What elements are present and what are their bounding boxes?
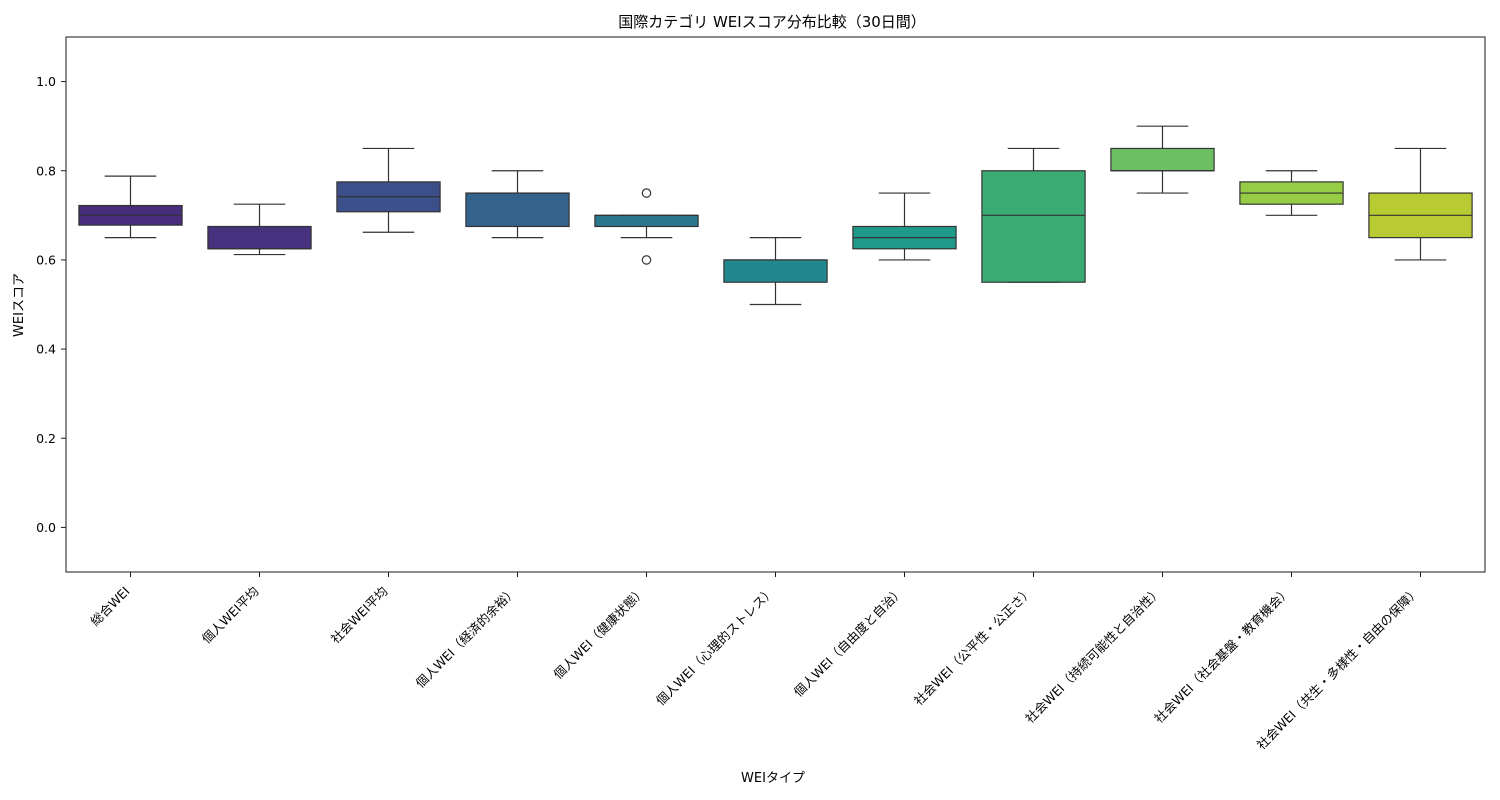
box-iqr <box>981 170 1086 283</box>
x-tick-label: 総合WEI <box>87 584 132 629</box>
x-tick-label: 個人WEI平均 <box>199 584 262 647</box>
x-tick-label: 社会WEI平均 <box>328 584 391 647</box>
box-group <box>1110 125 1215 194</box>
x-axis-label: WEIタイプ <box>741 771 805 786</box>
y-tick-label: 0.6 <box>36 252 56 267</box>
outlier-point <box>641 255 652 265</box>
box-iqr <box>465 192 570 228</box>
box-group <box>852 192 957 261</box>
x-tick-label: 個人WEI（健康状態） <box>550 584 648 682</box>
outlier-point <box>641 188 652 198</box>
box-group <box>723 237 828 306</box>
box-iqr <box>1110 147 1215 172</box>
box-series <box>78 125 1473 306</box>
box-group <box>207 203 312 256</box>
y-tick-label: 0.4 <box>36 342 56 357</box>
x-tick-label: 社会WEI（公平性・公正さ） <box>911 584 1036 709</box>
x-tick-label: 個人WEI（心理的ストレス） <box>653 584 778 709</box>
y-axis-label: WEIスコア <box>12 273 27 337</box>
box-group <box>1368 147 1473 261</box>
y-tick-label: 0.8 <box>36 163 56 178</box>
y-axis: 0.0 0.2 0.4 0.6 0.8 1.0 <box>36 74 66 535</box>
y-tick-label: 1.0 <box>36 74 56 89</box>
y-tick-label: 0.2 <box>36 431 56 446</box>
x-tick-label: 社会WEI（持続可能性と自治性） <box>1022 584 1164 726</box>
x-tick-label: 個人WEI（自由度と自治） <box>791 584 907 700</box>
x-tick-label: 個人WEI（経済的余裕） <box>413 584 520 691</box>
chart-title: 国際カテゴリ WEIスコア分布比較（30日間） <box>618 13 926 31</box>
box-group <box>78 175 183 239</box>
box-iqr <box>594 214 699 228</box>
x-axis: 総合WEI 個人WEI平均 社会WEI平均 個人WEI（経済的余裕） 個人WEI（健康状… <box>87 572 1423 753</box>
box-group <box>594 188 699 265</box>
box-iqr <box>207 225 312 250</box>
y-tick-label: 0.0 <box>36 520 56 535</box>
box-group <box>1239 170 1344 216</box>
box-group <box>981 147 1086 283</box>
box-iqr <box>723 259 828 283</box>
x-tick-label: 社会WEI（社会基盤・教育機会） <box>1151 584 1293 726</box>
x-tick-label: 社会WEI（共生・多様性・自由の保障） <box>1254 584 1423 753</box>
box-group <box>336 147 441 233</box>
box-group <box>465 170 570 239</box>
